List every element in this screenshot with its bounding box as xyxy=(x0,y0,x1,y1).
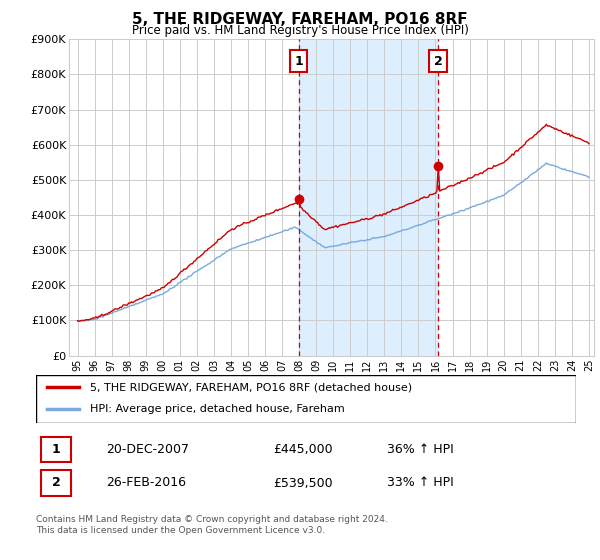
Text: 36% ↑ HPI: 36% ↑ HPI xyxy=(387,443,454,456)
Text: 1: 1 xyxy=(52,443,61,456)
FancyBboxPatch shape xyxy=(36,375,576,423)
Text: £539,500: £539,500 xyxy=(274,477,333,489)
Text: 33% ↑ HPI: 33% ↑ HPI xyxy=(387,477,454,489)
FancyBboxPatch shape xyxy=(41,470,71,496)
Text: 2: 2 xyxy=(434,55,443,68)
Text: HPI: Average price, detached house, Fareham: HPI: Average price, detached house, Fare… xyxy=(90,404,345,414)
Text: 5, THE RIDGEWAY, FAREHAM, PO16 8RF (detached house): 5, THE RIDGEWAY, FAREHAM, PO16 8RF (deta… xyxy=(90,382,412,392)
Text: Contains HM Land Registry data © Crown copyright and database right 2024.
This d: Contains HM Land Registry data © Crown c… xyxy=(36,515,388,535)
Text: 1: 1 xyxy=(294,55,303,68)
Bar xyxy=(299,39,438,356)
Text: 2: 2 xyxy=(52,477,61,489)
Text: £445,000: £445,000 xyxy=(274,443,333,456)
Text: 5, THE RIDGEWAY, FAREHAM, PO16 8RF: 5, THE RIDGEWAY, FAREHAM, PO16 8RF xyxy=(132,12,468,27)
Text: 26-FEB-2016: 26-FEB-2016 xyxy=(106,477,186,489)
Text: Price paid vs. HM Land Registry's House Price Index (HPI): Price paid vs. HM Land Registry's House … xyxy=(131,24,469,37)
FancyBboxPatch shape xyxy=(41,437,71,462)
Text: 20-DEC-2007: 20-DEC-2007 xyxy=(106,443,189,456)
